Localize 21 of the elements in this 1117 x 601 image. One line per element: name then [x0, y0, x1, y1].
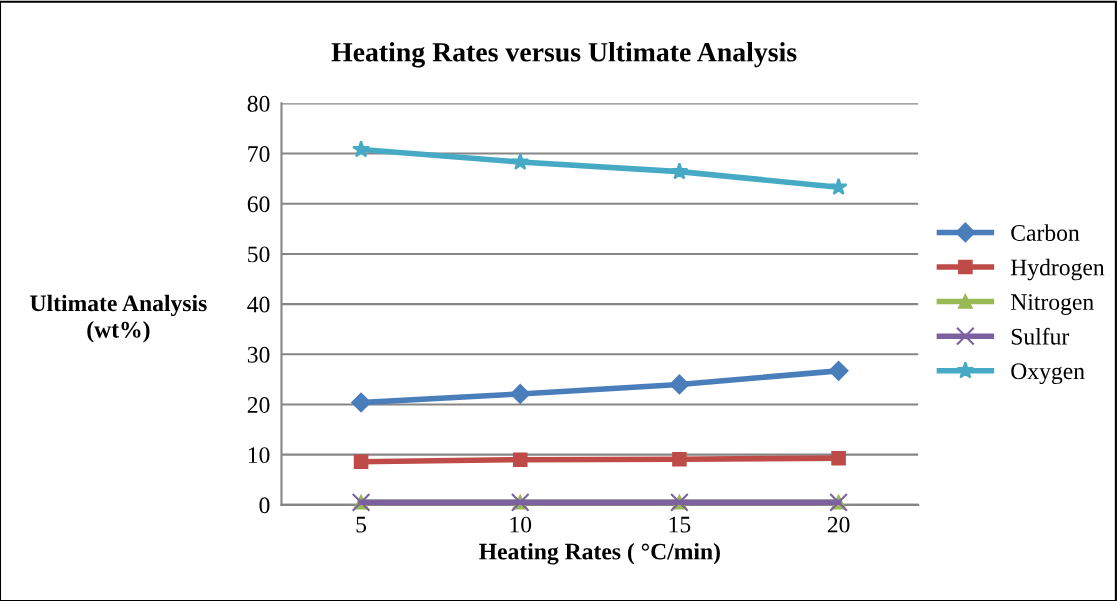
y-tick-label: 70 — [248, 146, 270, 162]
legend-label: Oxygen — [1011, 363, 1085, 385]
y-tick-label: 0 — [259, 497, 270, 514]
y-tick-label: 60 — [247, 196, 270, 213]
legend-label: Hydrogen — [1010, 258, 1105, 281]
y-tick-label: 30 — [247, 346, 270, 363]
x-tick-label: 15 — [669, 516, 691, 533]
y-tick-label: 10 — [248, 447, 270, 464]
y-axis-title: Ultimate Analysis (wt%) — [30, 294, 207, 343]
x-tick-label: 10 — [510, 516, 532, 533]
legend-label: Sulfur — [1011, 327, 1070, 345]
legend-label: Carbon — [1011, 224, 1080, 241]
y-tick-label: 80 — [247, 95, 270, 112]
legend-label: Nitrogen — [1010, 294, 1094, 315]
x-tick-label: 5 — [356, 516, 367, 533]
x-tick-label: 20 — [827, 516, 850, 533]
y-tick-label: 50 — [248, 246, 270, 263]
x-axis-title: Heating Rates ( °C/min) — [479, 542, 720, 565]
y-tick-label: 40 — [247, 296, 270, 313]
y-tick-label: 20 — [247, 396, 270, 413]
chart-title: Heating Rates versus Ultimate Analysis — [331, 42, 797, 68]
